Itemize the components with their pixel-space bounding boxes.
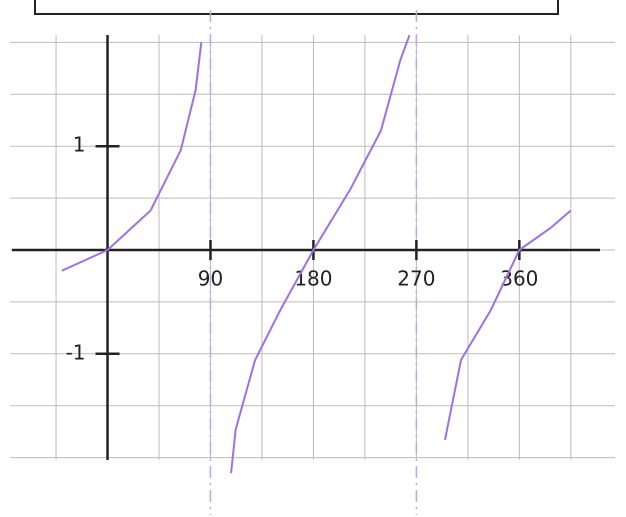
x-tick-label: 90 (198, 267, 223, 291)
chart: 90180270360-11 (0, 0, 626, 517)
page: 90180270360-11 (() => { const data = JSO… (0, 0, 626, 517)
x-tick-label: 270 (397, 267, 435, 291)
x-tick-label: 180 (294, 267, 332, 291)
y-tick-label: -1 (66, 340, 86, 364)
y-tick-label: 1 (73, 133, 86, 157)
